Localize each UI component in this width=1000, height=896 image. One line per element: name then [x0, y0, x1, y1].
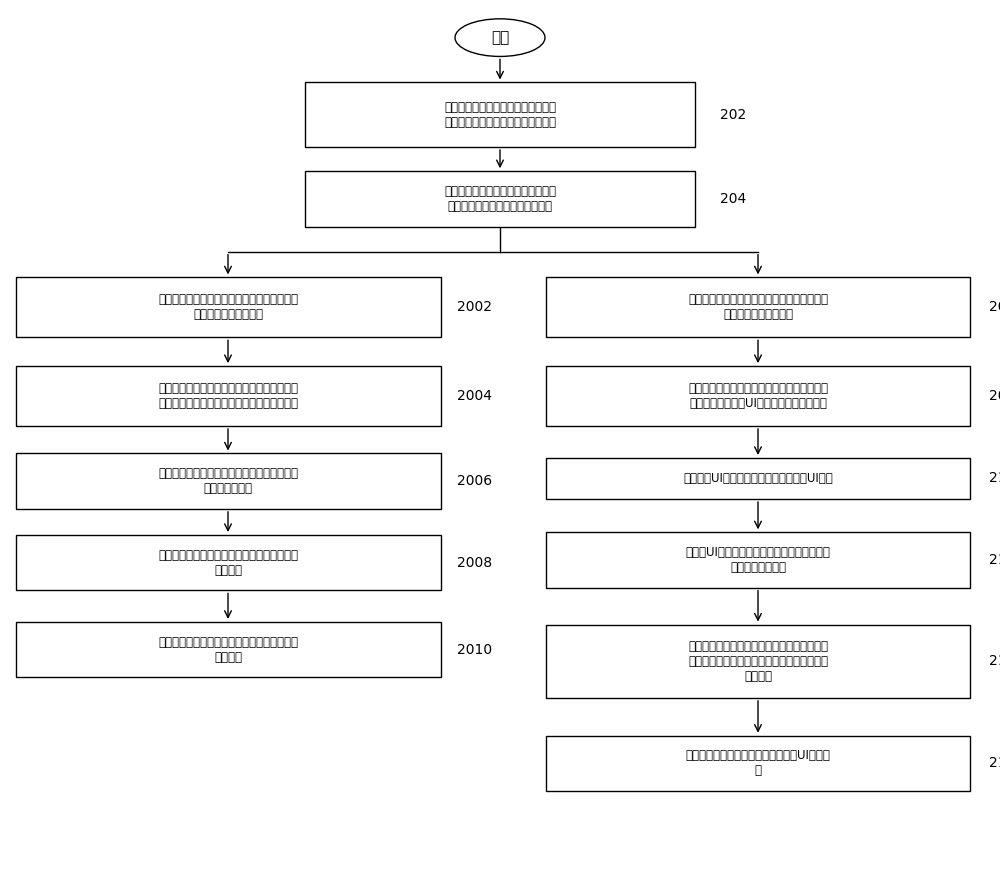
Text: 2010: 2010 [457, 642, 492, 657]
Text: 2006: 2006 [457, 474, 492, 488]
Text: 2004: 2004 [457, 389, 492, 403]
FancyBboxPatch shape [546, 366, 970, 426]
Text: 客户端根据接收到的用户的编辑指令，对流程
进行编辑: 客户端根据接收到的用户的编辑指令，对流程 进行编辑 [158, 635, 298, 664]
Text: 服务器端对编辑请求指令进行分析，并将对应
于编辑请求指令的动态配置文件返回至客户端: 服务器端对编辑请求指令进行分析，并将对应 于编辑请求指令的动态配置文件返回至客户… [158, 382, 298, 410]
Text: 206: 206 [989, 300, 1000, 314]
FancyBboxPatch shape [546, 458, 970, 499]
Text: 客户端接收用户的操作指令，利用流
程设计器进行流程设计，并生成流程: 客户端接收用户的操作指令，利用流 程设计器进行流程设计，并生成流程 [444, 100, 556, 129]
Text: 客户端接收用户的编辑命令，并向服务器端发
送对应的编辑请求指令: 客户端接收用户的编辑命令，并向服务器端发 送对应的编辑请求指令 [158, 293, 298, 322]
Text: 客户端对业务流程数据解析后，进行UI扩展展
现: 客户端对业务流程数据解析后，进行UI扩展展 现 [686, 749, 830, 778]
FancyBboxPatch shape [305, 171, 695, 227]
Ellipse shape [455, 19, 545, 56]
FancyBboxPatch shape [305, 82, 695, 147]
FancyBboxPatch shape [546, 625, 970, 698]
FancyBboxPatch shape [16, 453, 440, 509]
Text: 客户端对UI展现数据解析后，进行基本UI展现: 客户端对UI展现数据解析后，进行基本UI展现 [683, 472, 833, 485]
FancyBboxPatch shape [546, 532, 970, 588]
FancyBboxPatch shape [16, 366, 440, 426]
Text: 客户端接收用户的展现命令，并向服务器端发
送对应的展现请求指令: 客户端接收用户的展现命令，并向服务器端发 送对应的展现请求指令 [688, 293, 828, 322]
Text: 在基本UI展现完成后，客户端向服务器端发送
业务数据请求指令: 在基本UI展现完成后，客户端向服务器端发送 业务数据请求指令 [686, 546, 830, 574]
Text: 204: 204 [720, 192, 746, 206]
Text: 202: 202 [720, 108, 746, 122]
Text: 216: 216 [989, 756, 1000, 771]
Text: 2002: 2002 [457, 300, 492, 314]
Text: 服务器端根据业务数据请求指令，调用工作流
引擎接口，获取对应的业务流程数据，并反馈
至客户端: 服务器端根据业务数据请求指令，调用工作流 引擎接口，获取对应的业务流程数据，并反… [688, 640, 828, 683]
Text: 2008: 2008 [457, 556, 492, 570]
Text: 214: 214 [989, 654, 1000, 668]
FancyBboxPatch shape [546, 277, 970, 337]
Text: 服务器端对展现请求指令进行分析，并将对应
于展现请求指令的UI展现数据反馈至客户端: 服务器端对展现请求指令进行分析，并将对应 于展现请求指令的UI展现数据反馈至客户… [688, 382, 828, 410]
Text: 客户端获取流程中的配置参数，生成
动态配置文件，并上传至服务器端: 客户端获取流程中的配置参数，生成 动态配置文件，并上传至服务器端 [444, 185, 556, 213]
FancyBboxPatch shape [546, 736, 970, 791]
FancyBboxPatch shape [16, 535, 440, 590]
FancyBboxPatch shape [16, 277, 440, 337]
Text: 208: 208 [989, 389, 1000, 403]
Text: 客户端根据预设的简化规则，对流程中的信息
进行简化: 客户端根据预设的简化规则，对流程中的信息 进行简化 [158, 548, 298, 577]
Text: 客户端利用流程设计器运行动态配置文件，显
示出对应的流程: 客户端利用流程设计器运行动态配置文件，显 示出对应的流程 [158, 467, 298, 495]
FancyBboxPatch shape [16, 622, 440, 677]
Text: 212: 212 [989, 553, 1000, 567]
Text: 210: 210 [989, 471, 1000, 486]
Text: 开始: 开始 [491, 30, 509, 45]
